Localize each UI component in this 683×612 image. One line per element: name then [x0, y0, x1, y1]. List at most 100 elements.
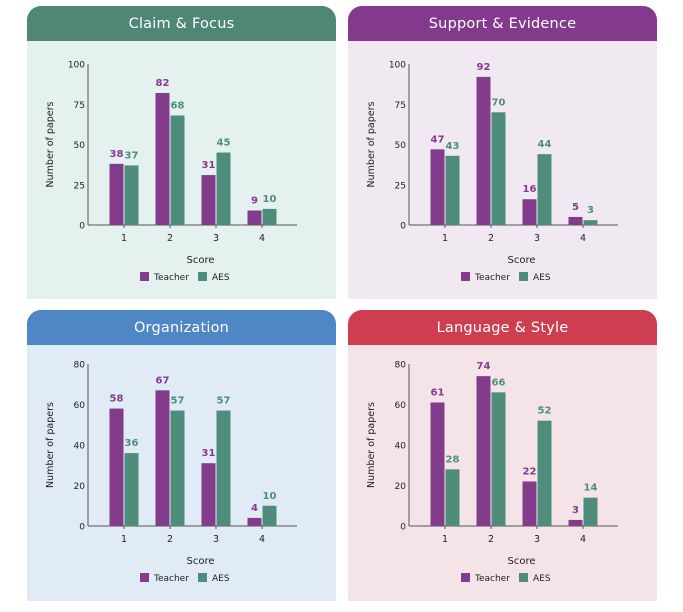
- panel-title: Language & Style: [348, 310, 657, 345]
- data-label-teacher: 47: [431, 134, 445, 145]
- chart-area: 0 20 40 60 80 Number of papers 1 61 28 2 74 66 3 22 52…: [348, 345, 657, 601]
- y-tick-label: 0: [400, 523, 406, 533]
- chart-panel-claim-focus: Claim & Focus 0 25 50 75 100 Number of papers…: [27, 6, 336, 299]
- x-axis-label: Score: [507, 556, 535, 567]
- data-label-teacher: 82: [156, 78, 170, 89]
- data-label-aes: 44: [538, 139, 552, 150]
- data-label-teacher: 4: [251, 503, 258, 514]
- bar-teacher: [568, 216, 583, 225]
- y-axis-label: Number of papers: [45, 101, 56, 187]
- x-tick-label: 4: [580, 233, 586, 244]
- legend-label-aes: AES: [533, 574, 551, 584]
- legend-label-teacher: Teacher: [153, 574, 189, 584]
- legend-label-aes: AES: [533, 273, 551, 283]
- legend-label-aes: AES: [212, 273, 230, 283]
- panel-title: Claim & Focus: [27, 6, 336, 41]
- data-label-aes: 68: [171, 101, 185, 112]
- data-label-teacher: 22: [523, 466, 537, 477]
- chart-area: 0 25 50 75 100 Number of papers 1 38 37 2 82 68 3 31 4…: [27, 41, 336, 299]
- data-label-teacher: 67: [156, 375, 170, 386]
- chart-area: 0 25 50 75 100 Number of papers 1 47 43 2 92 70 3 16 4…: [348, 41, 657, 299]
- bar-aes: [445, 155, 460, 225]
- x-tick-label: 3: [213, 534, 219, 545]
- bar-aes: [583, 220, 598, 225]
- bar-teacher: [430, 149, 445, 225]
- x-tick-label: 3: [213, 233, 219, 244]
- data-label-aes: 43: [446, 141, 460, 152]
- data-label-aes: 70: [492, 97, 506, 108]
- y-tick-label: 25: [74, 181, 85, 191]
- data-label-aes: 37: [125, 150, 139, 161]
- y-tick-label: 100: [389, 61, 406, 71]
- bar-aes: [537, 420, 552, 526]
- x-tick-label: 4: [259, 233, 265, 244]
- bar-teacher: [522, 199, 537, 225]
- y-axis-label: Number of papers: [366, 402, 377, 488]
- bar-aes: [262, 505, 277, 526]
- y-tick-label: 60: [395, 401, 407, 411]
- x-tick-label: 4: [580, 534, 586, 545]
- x-tick-label: 1: [442, 233, 448, 244]
- bar-teacher: [201, 175, 216, 225]
- data-label-aes: 45: [217, 138, 231, 149]
- y-tick-label: 25: [395, 181, 406, 191]
- bar-aes: [216, 152, 231, 225]
- x-axis-label: Score: [186, 556, 214, 567]
- legend-swatch-aes: [198, 272, 207, 281]
- y-tick-label: 0: [79, 222, 85, 232]
- y-tick-label: 100: [68, 61, 85, 71]
- y-tick-label: 80: [395, 361, 407, 371]
- legend-swatch-aes: [519, 573, 528, 582]
- bar-aes: [262, 208, 277, 225]
- bar-teacher: [247, 210, 262, 225]
- bar-aes: [537, 154, 552, 225]
- y-tick-label: 60: [74, 401, 86, 411]
- bar-teacher: [430, 402, 445, 526]
- bar-teacher: [476, 376, 491, 526]
- y-tick-label: 20: [395, 482, 407, 492]
- legend-label-teacher: Teacher: [474, 273, 510, 283]
- data-label-teacher: 38: [110, 149, 124, 160]
- y-tick-label: 0: [79, 523, 85, 533]
- legend-swatch-teacher: [461, 272, 470, 281]
- bar-teacher: [155, 390, 170, 526]
- x-tick-label: 1: [442, 534, 448, 545]
- data-label-teacher: 16: [523, 184, 537, 195]
- legend-swatch-teacher: [140, 272, 149, 281]
- bar-teacher: [522, 481, 537, 526]
- data-label-teacher: 31: [202, 160, 216, 171]
- y-tick-label: 50: [395, 141, 407, 151]
- y-tick-label: 40: [395, 442, 407, 452]
- legend-swatch-teacher: [461, 573, 470, 582]
- y-tick-label: 20: [74, 482, 86, 492]
- x-tick-label: 1: [121, 534, 127, 545]
- data-label-aes: 28: [446, 454, 460, 465]
- data-label-aes: 66: [492, 377, 506, 388]
- bar-aes: [445, 469, 460, 526]
- chart-panel-language-style: Language & Style 0 20 40 60 80 Number of pape…: [348, 310, 657, 601]
- bar-teacher: [155, 92, 170, 225]
- chart-panel-organization: Organization 0 20 40 60 80 Number of papers 1 5…: [27, 310, 336, 601]
- chart-panel-support-evidence: Support & Evidence 0 25 50 75 100 Number of p…: [348, 6, 657, 299]
- x-tick-label: 2: [167, 534, 173, 545]
- legend-label-aes: AES: [212, 574, 230, 584]
- legend-swatch-aes: [198, 573, 207, 582]
- data-label-aes: 10: [263, 491, 277, 502]
- legend-swatch-teacher: [140, 573, 149, 582]
- bar-teacher: [201, 463, 216, 526]
- y-tick-label: 75: [74, 101, 85, 111]
- data-label-aes: 57: [171, 396, 185, 407]
- bar-teacher: [476, 76, 491, 225]
- x-tick-label: 3: [534, 233, 540, 244]
- y-tick-label: 0: [400, 222, 406, 232]
- data-label-aes: 57: [217, 396, 231, 407]
- x-tick-label: 1: [121, 233, 127, 244]
- legend-label-teacher: Teacher: [153, 273, 189, 283]
- y-axis-label: Number of papers: [366, 101, 377, 187]
- bar-aes: [216, 410, 231, 526]
- bar-teacher: [109, 408, 124, 526]
